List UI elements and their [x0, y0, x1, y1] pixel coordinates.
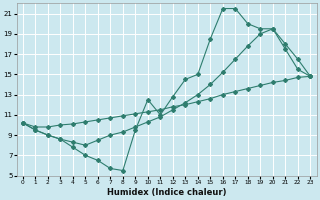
- X-axis label: Humidex (Indice chaleur): Humidex (Indice chaleur): [107, 188, 226, 197]
